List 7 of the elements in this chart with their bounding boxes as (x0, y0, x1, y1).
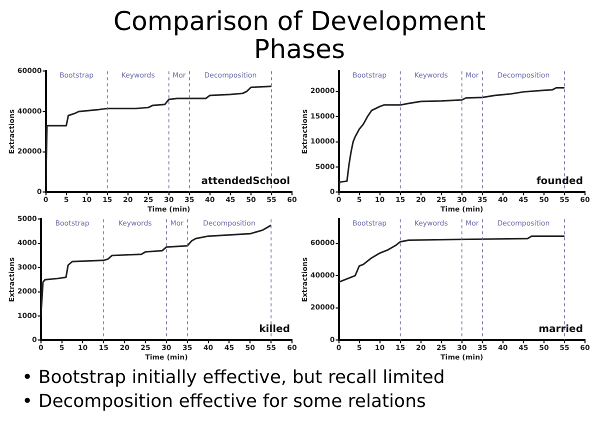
annotation: attendedSchool (201, 176, 290, 187)
text: • Decomposition effective for some relations (22, 390, 427, 414)
chart-title: Comparison of Development Phases (112, 7, 487, 65)
annotation: founded (536, 176, 583, 187)
text: • Bootstrap initially effective, but recall limited (22, 366, 446, 390)
annotation: killed (259, 324, 290, 335)
annotation: married (538, 324, 583, 335)
